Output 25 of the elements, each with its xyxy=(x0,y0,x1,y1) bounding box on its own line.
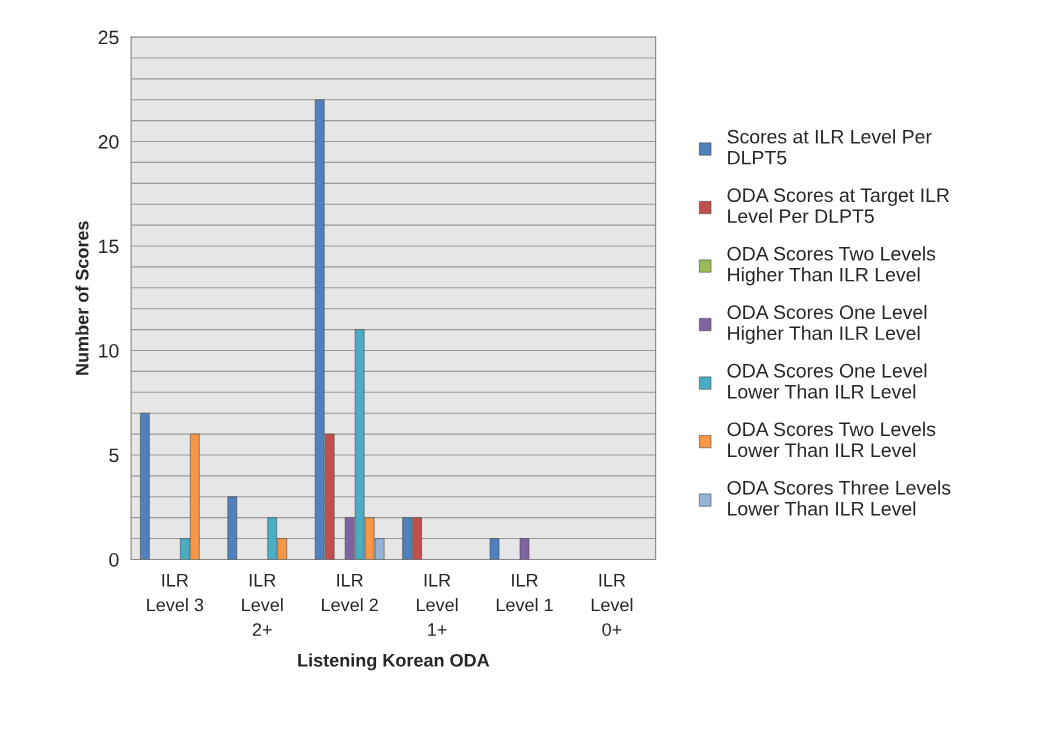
y-axis-title: Number of Scores xyxy=(75,221,89,375)
bar xyxy=(519,538,530,560)
bar xyxy=(140,412,150,560)
legend-label: ODA Scores at Target ILR Level Per DLPT5 xyxy=(727,188,950,224)
x-tick-label: ILR Level 0+ xyxy=(591,574,633,636)
legend-label: ODA Scores Two Levels Higher Than ILR Level xyxy=(727,246,936,286)
legend-label: ODA Scores One Level Higher Than ILR Level xyxy=(727,304,927,344)
legend-label: ODA Scores Two Levels Lower Than ILR Level xyxy=(727,421,936,458)
y-tick-label: 15 xyxy=(99,239,119,254)
bar xyxy=(227,496,238,560)
legend-label: ODA Scores Three Levels Lower Than ILR Level xyxy=(727,480,951,516)
x-tick-label: ILR Level 1 xyxy=(496,574,553,612)
legend-label: Scores at ILR Level Per DLPT5 xyxy=(727,129,932,165)
x-tick-label: ILR Level 1+ xyxy=(416,574,458,636)
x-tick-label: ILR Level 2 xyxy=(322,574,378,612)
x-axis-title: Listening Korean ODA xyxy=(298,653,490,671)
y-tick-label: 10 xyxy=(99,343,119,358)
y-tick-label: 0 xyxy=(109,552,119,567)
y-tick-label: 5 xyxy=(109,448,119,463)
x-tick-label: ILR Level 3 xyxy=(147,574,204,612)
y-tick-label: 20 xyxy=(98,135,119,149)
legend-label: ODA Scores One Level Lower Than ILR Level xyxy=(727,363,927,399)
x-tick-label: ILR Level 2+ xyxy=(242,574,283,636)
bar xyxy=(489,538,500,560)
y-tick-label: 25 xyxy=(98,30,119,45)
